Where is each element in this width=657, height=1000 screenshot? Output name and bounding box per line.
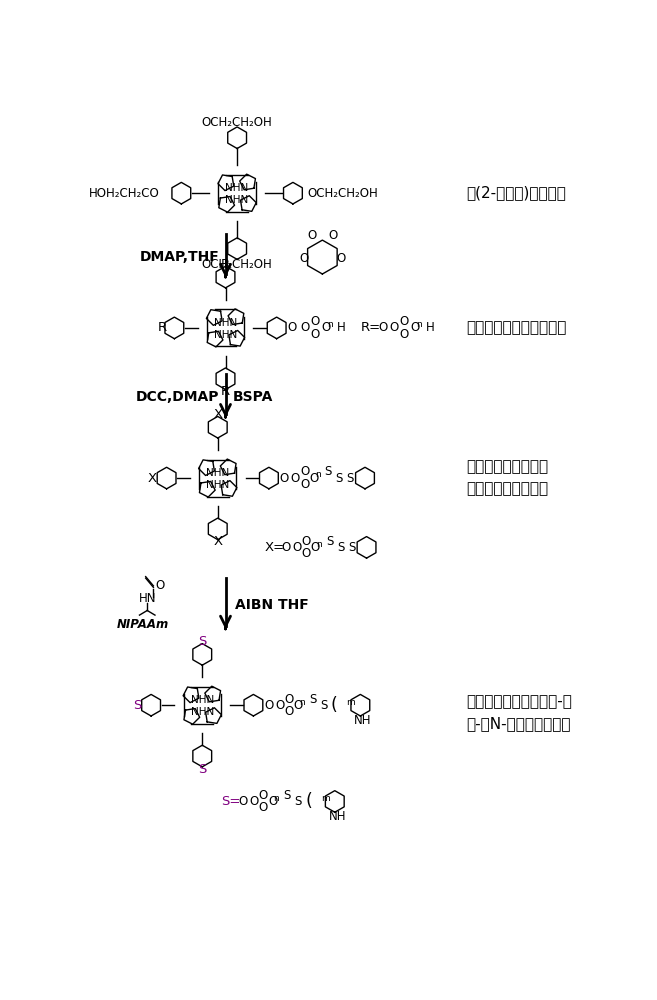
- Text: X=: X=: [264, 541, 284, 554]
- Text: n: n: [299, 698, 305, 707]
- Text: O: O: [378, 321, 388, 334]
- Text: O: O: [288, 321, 297, 334]
- Text: S: S: [348, 541, 355, 554]
- Text: O: O: [275, 699, 284, 712]
- Text: m: m: [321, 794, 330, 803]
- Text: NHN: NHN: [214, 318, 237, 328]
- Text: O: O: [311, 541, 320, 554]
- Text: NHN: NHN: [225, 183, 249, 193]
- Text: H: H: [426, 321, 435, 334]
- Text: NHN: NHN: [191, 695, 214, 705]
- Text: 以卟啉为核的星型聚乳酸: 以卟啉为核的星型聚乳酸: [466, 320, 567, 335]
- Text: O: O: [250, 795, 259, 808]
- Text: (: (: [331, 696, 338, 714]
- Text: NHN: NHN: [191, 707, 214, 717]
- Text: O: O: [311, 315, 320, 328]
- Text: S: S: [309, 693, 317, 706]
- Text: m: m: [346, 698, 355, 707]
- Text: O: O: [400, 328, 409, 341]
- Text: O: O: [281, 541, 290, 554]
- Text: NH: NH: [354, 714, 372, 727]
- Text: 卟啉为核的星型聚乳酸-嵌
段-聚N-异丙基丙烯酰胺: 卟啉为核的星型聚乳酸-嵌 段-聚N-异丙基丙烯酰胺: [466, 694, 572, 732]
- Text: O: O: [309, 472, 319, 485]
- Text: R: R: [221, 385, 230, 398]
- Text: S: S: [325, 465, 332, 478]
- Text: O: O: [238, 795, 248, 808]
- Text: H: H: [337, 321, 346, 334]
- Text: R=: R=: [361, 321, 381, 334]
- Text: n: n: [327, 320, 333, 329]
- Text: X: X: [213, 408, 222, 421]
- Text: O: O: [280, 472, 289, 485]
- Text: O: O: [411, 321, 420, 334]
- Text: NIPAAm: NIPAAm: [116, 618, 169, 631]
- Text: S: S: [337, 541, 344, 554]
- Text: O: O: [400, 315, 409, 328]
- Text: DCC,DMAP: DCC,DMAP: [136, 390, 219, 404]
- Text: O: O: [290, 472, 300, 485]
- Text: HN: HN: [139, 592, 156, 605]
- Text: O: O: [294, 699, 303, 712]
- Text: S: S: [327, 535, 334, 548]
- Text: O: O: [311, 328, 320, 341]
- Text: 四(2-羟乙基)苯基卟啉: 四(2-羟乙基)苯基卟啉: [466, 186, 566, 201]
- Text: NHN: NHN: [225, 195, 249, 205]
- Text: R: R: [158, 321, 166, 334]
- Text: O: O: [321, 321, 331, 334]
- Text: S=: S=: [221, 795, 241, 808]
- Text: O: O: [300, 321, 309, 334]
- Text: O: O: [284, 705, 294, 718]
- Text: OCH₂CH₂OH: OCH₂CH₂OH: [307, 187, 378, 200]
- Text: O: O: [328, 229, 338, 242]
- Text: O: O: [302, 535, 311, 548]
- Text: O: O: [259, 789, 268, 802]
- Text: (: (: [306, 792, 312, 810]
- Text: S: S: [336, 472, 343, 485]
- Text: O: O: [300, 478, 309, 491]
- Text: S: S: [346, 472, 353, 485]
- Text: O: O: [336, 252, 346, 265]
- Text: O: O: [268, 795, 277, 808]
- Text: S: S: [133, 699, 141, 712]
- Text: O: O: [155, 579, 164, 592]
- Text: n: n: [273, 794, 279, 803]
- Text: NH: NH: [328, 810, 346, 823]
- Text: NHN: NHN: [206, 480, 229, 490]
- Text: O: O: [284, 693, 294, 706]
- Text: HOH₂CH₂CO: HOH₂CH₂CO: [89, 187, 160, 200]
- Text: n: n: [416, 320, 422, 329]
- Text: X: X: [148, 472, 157, 485]
- Text: S: S: [198, 763, 206, 776]
- Text: DMAP,THF: DMAP,THF: [139, 250, 219, 264]
- Text: O: O: [307, 229, 316, 242]
- Text: 端基为苄基三硫代碳
酸酯基丙酸的聚乳酸: 端基为苄基三硫代碳 酸酯基丙酸的聚乳酸: [466, 459, 549, 497]
- Text: O: O: [299, 252, 308, 265]
- Text: S: S: [320, 699, 327, 712]
- Text: X: X: [213, 535, 222, 548]
- Text: O: O: [300, 465, 309, 478]
- Text: OCH₂CH₂OH: OCH₂CH₂OH: [202, 116, 273, 129]
- Text: O: O: [259, 801, 268, 814]
- Text: S: S: [284, 789, 291, 802]
- Text: O: O: [264, 699, 273, 712]
- Text: BSPA: BSPA: [233, 390, 273, 404]
- Text: NHN: NHN: [206, 468, 229, 478]
- Text: R: R: [221, 258, 230, 271]
- Text: O: O: [292, 541, 302, 554]
- Text: OCH₂CH₂OH: OCH₂CH₂OH: [202, 258, 273, 271]
- Text: n: n: [316, 540, 322, 549]
- Text: AIBN THF: AIBN THF: [235, 598, 309, 612]
- Text: S: S: [294, 795, 302, 808]
- Text: S: S: [198, 635, 206, 648]
- Text: O: O: [302, 547, 311, 560]
- Text: n: n: [315, 470, 321, 479]
- Text: O: O: [389, 321, 398, 334]
- Text: NHN: NHN: [214, 330, 237, 340]
